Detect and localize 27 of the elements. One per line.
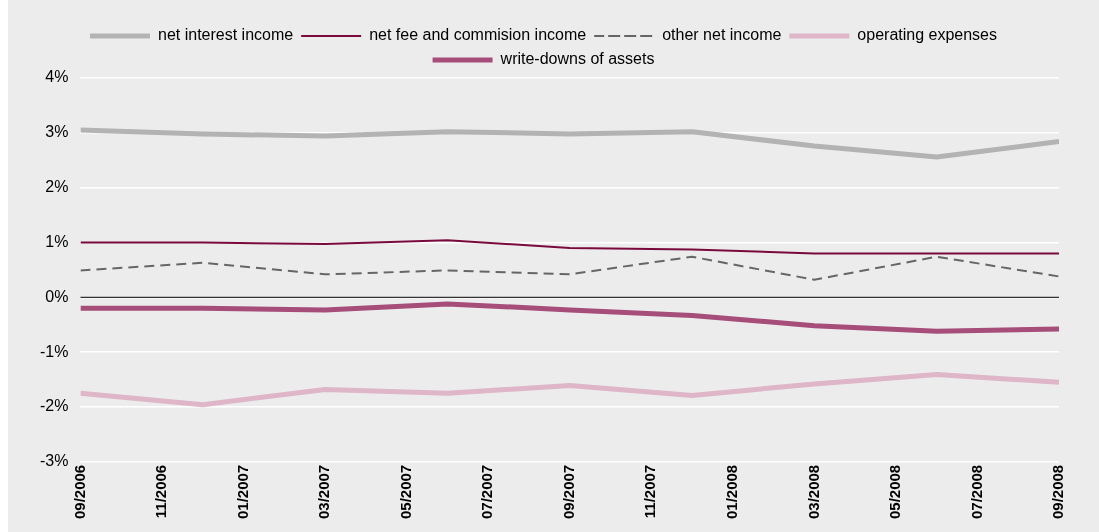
x-tick-label: 11/2007 xyxy=(641,464,659,519)
line-series xyxy=(80,255,1059,281)
x-tick-label: 09/2008 xyxy=(1049,464,1067,520)
x-tick-label: 01/2007 xyxy=(233,464,251,520)
x-tick-label: 09/2007 xyxy=(559,464,577,520)
x-tick-label: 07/2008 xyxy=(967,464,985,520)
x-tick-label: 01/2008 xyxy=(722,464,740,520)
y-tick-label: 4% xyxy=(45,68,69,86)
x-tick-label: 03/2008 xyxy=(804,464,822,520)
y-tick-label: -3% xyxy=(40,452,69,470)
x-tick-label: 05/2007 xyxy=(396,464,414,520)
x-tick-label: 07/2007 xyxy=(478,464,496,520)
y-tick-label: -2% xyxy=(40,397,69,415)
legend-label: net fee and commision income xyxy=(369,26,587,44)
legend-label: write-downs of assets xyxy=(499,50,655,68)
legend-label: other net income xyxy=(662,26,782,44)
y-tick-label: 0% xyxy=(45,287,69,305)
x-tick-label: 05/2008 xyxy=(886,464,904,520)
y-tick-label: 2% xyxy=(45,178,69,196)
x-tick-label: 11/2006 xyxy=(152,464,170,519)
y-tick-label: 3% xyxy=(45,123,69,141)
y-tick-label: -1% xyxy=(40,342,69,360)
legend-label: net interest income xyxy=(157,26,294,44)
x-tick-label: 03/2007 xyxy=(315,464,333,520)
legend-label: operating expenses xyxy=(857,26,998,44)
y-tick-label: 1% xyxy=(45,232,69,250)
x-tick-label: 09/2006 xyxy=(70,464,88,520)
